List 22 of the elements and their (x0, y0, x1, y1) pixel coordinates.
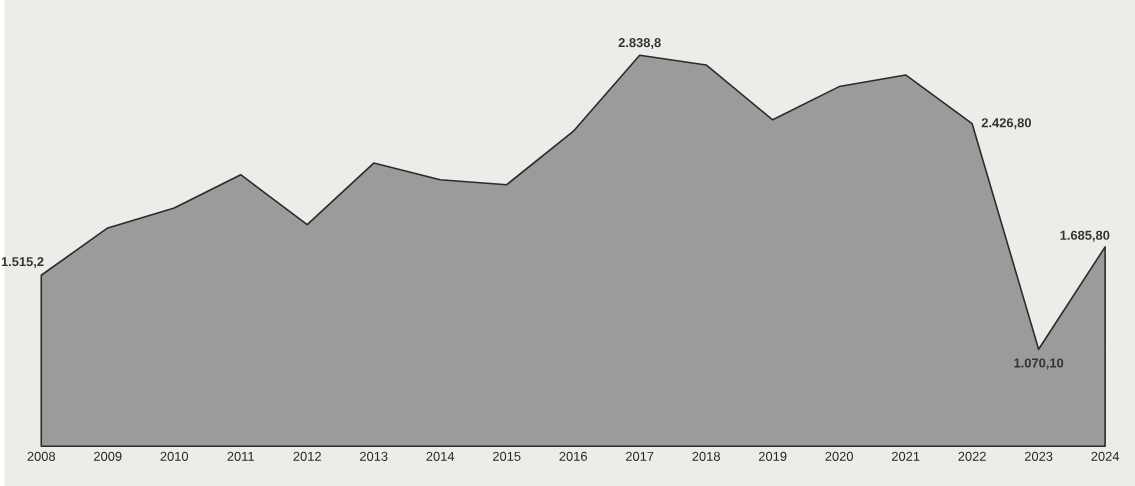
x-tick-label: 2021 (891, 451, 920, 461)
data-label: 1.515,2 (1, 257, 44, 269)
data-label: 2.838,8 (618, 37, 661, 49)
x-tick-label: 2011 (227, 451, 254, 461)
x-tick-label: 2013 (360, 451, 388, 461)
x-tick-label: 2019 (758, 451, 787, 461)
x-tick-label: 2023 (1024, 451, 1053, 461)
x-tick-label: 2016 (559, 451, 587, 461)
x-tick-label: 2012 (293, 451, 321, 461)
x-tick-label: 2014 (426, 451, 455, 461)
data-label: 1.685,80 (1060, 230, 1110, 242)
data-label: 1.070,10 (1014, 358, 1064, 370)
x-tick-label: 2015 (493, 451, 521, 461)
x-tick-label: 2020 (825, 451, 853, 461)
x-tick-label: 2024 (1091, 451, 1120, 461)
x-tick-label: 2009 (94, 451, 122, 461)
x-tick-label: 2022 (958, 451, 986, 461)
data-label: 2.426,80 (981, 118, 1031, 130)
x-tick-label: 2010 (160, 451, 189, 461)
x-tick-label: 2008 (27, 451, 56, 461)
x-tick-label: 2018 (692, 451, 720, 461)
x-tick-label: 2017 (625, 451, 654, 461)
